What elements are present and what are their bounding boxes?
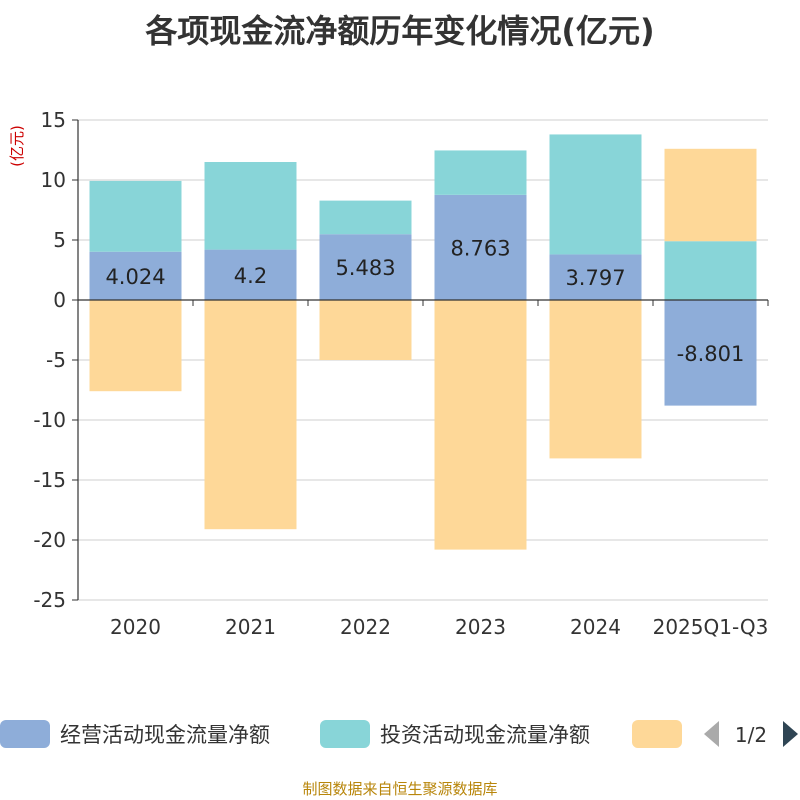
y-axis-unit-label: (亿元) [8,125,26,167]
labels-layer: 4.024 4.2 5.483 8.763 3.797 -8.801 [105,236,744,365]
chart-title: 各项现金流净额历年变化情况(亿元) [145,12,655,50]
bar-1-2020 [89,251,182,300]
x-tick-label: 2024 [570,615,621,639]
bar-data-label: 4.024 [105,265,165,289]
bar-1-2021 [204,249,297,300]
legend[interactable]: 经营活动现金流量净额 投资活动现金流量净额 1/2 [0,720,798,748]
bar-1-2024 [549,254,642,300]
bar-3-2025Q1-Q3 [664,148,757,242]
bar-1-2022 [319,234,412,300]
axis-layer: 15 10 5 0 -5 -10 -15 -20 -25 (亿元) 2020 2021 2022 2023… [8,108,769,639]
bar-3-2022 [319,300,412,360]
bar-2-2021 [204,162,297,250]
legend-label-1: 经营活动现金流量净额 [60,723,270,747]
legend-swatch-2 [320,720,370,748]
y-tick-label: 10 [41,168,66,192]
bar-2-2023 [434,150,527,195]
y-tick-label: 5 [53,228,66,252]
bars-layer [89,134,757,550]
bar-2-2024 [549,134,642,255]
bar-data-label: 4.2 [234,264,267,288]
x-tick-label: 2021 [225,615,276,639]
y-tick-label: -15 [33,468,66,492]
legend-swatch-1 [0,720,50,748]
x-tick-label: 2023 [455,615,506,639]
y-tick-label: -10 [33,408,66,432]
y-tick-label: -5 [46,348,66,372]
bar-data-label: 3.797 [565,266,625,290]
x-tick-label: 2020 [110,615,161,639]
bar-2-2020 [89,180,182,252]
legend-swatch-3 [632,720,682,748]
bar-2-2025Q1-Q3 [664,241,757,300]
y-tick-label: -20 [33,528,66,552]
bar-3-2023 [434,300,527,550]
legend-next-icon[interactable] [783,721,798,747]
bar-3-2021 [204,300,297,530]
bar-data-label: 8.763 [450,236,510,260]
bar-3-2024 [549,300,642,459]
bar-data-label: 5.483 [335,256,395,280]
bar-3-2020 [89,300,182,392]
source-note: 制图数据来自恒生聚源数据库 [302,780,498,798]
bar-1-2023 [434,194,527,300]
legend-page-indicator: 1/2 [735,723,767,747]
x-tick-label: 2025Q1-Q3 [653,615,769,639]
legend-prev-icon[interactable] [704,721,719,747]
y-tick-label: -25 [33,588,66,612]
x-tick-label: 2022 [340,615,391,639]
bar-data-label: -8.801 [677,342,745,366]
bar-1-2025Q1-Q3 [664,300,757,406]
bar-2-2022 [319,200,412,235]
y-tick-label: 0 [53,288,66,312]
grid-layer [78,119,768,601]
y-tick-label: 15 [41,108,66,132]
legend-label-2: 投资活动现金流量净额 [380,723,590,747]
